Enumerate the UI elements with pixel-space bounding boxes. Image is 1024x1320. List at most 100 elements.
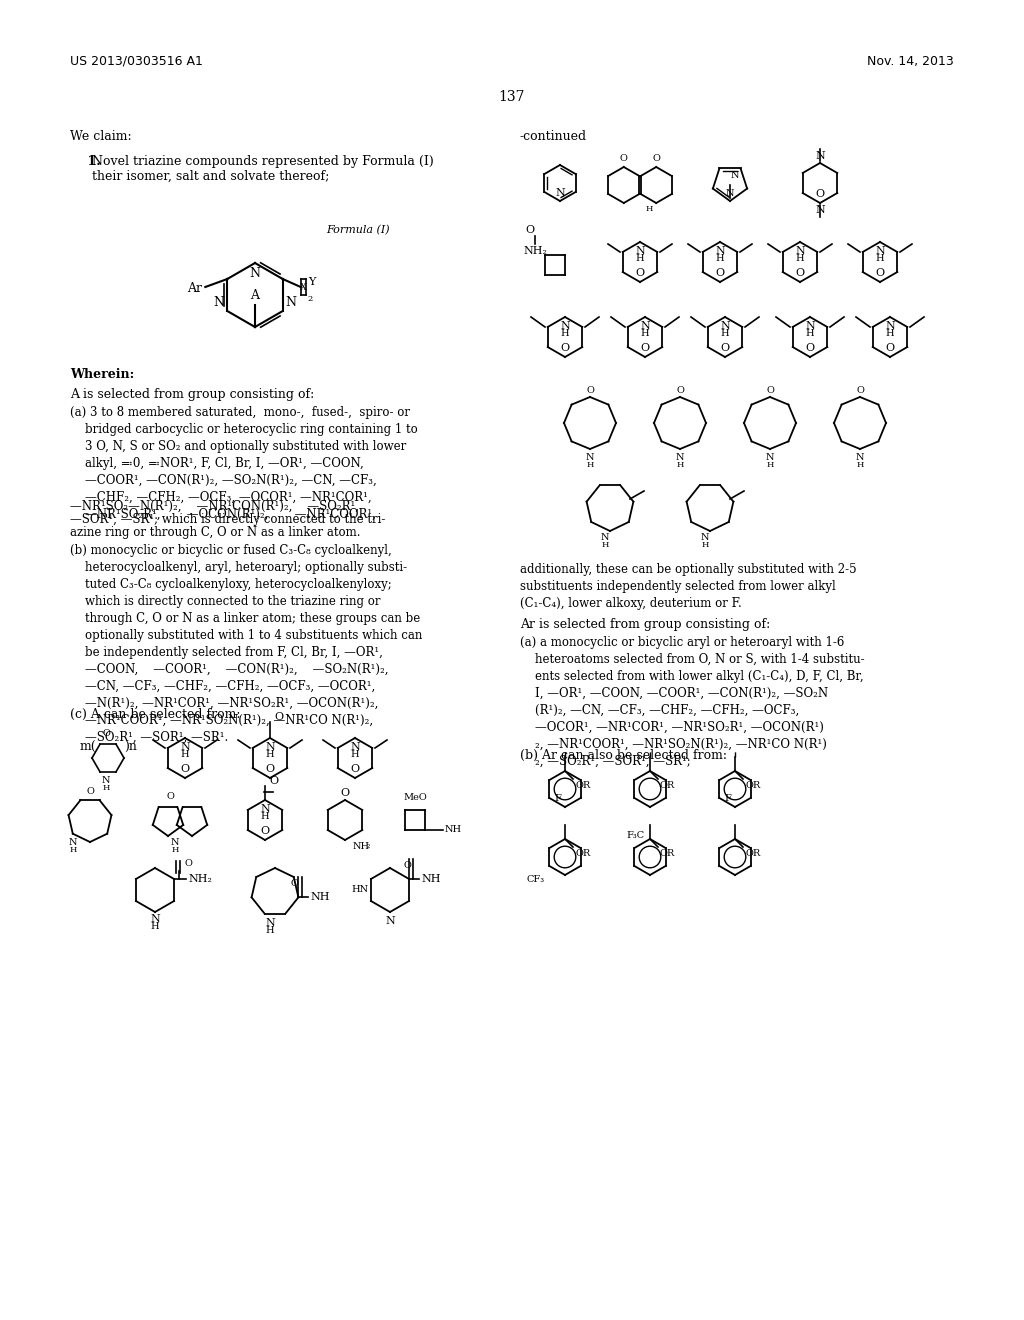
Text: -continued: -continued — [520, 129, 587, 143]
Text: O: O — [676, 385, 684, 395]
Text: —NR¹SO₂—N(R¹)₂,    —NR¹CON(R¹)₂,    —SO₂R¹,: —NR¹SO₂—N(R¹)₂, —NR¹CON(R¹)₂, —SO₂R¹, — [70, 500, 359, 513]
Text: H: H — [721, 329, 729, 338]
Text: N: N — [69, 838, 77, 847]
Text: H: H — [636, 253, 644, 263]
Text: (a) a monocyclic or bicyclic aryl or heteroaryl with 1-6
    heteroatoms selecte: (a) a monocyclic or bicyclic aryl or het… — [520, 636, 864, 768]
Text: O: O — [806, 343, 814, 352]
Text: 2: 2 — [308, 294, 313, 304]
Text: azine ring or through C, O or N as a linker atom.: azine ring or through C, O or N as a lin… — [70, 525, 360, 539]
Text: OR: OR — [660, 849, 675, 858]
Text: Novel triazine compounds represented by Formula (I)
their isomer, salt and solva: Novel triazine compounds represented by … — [92, 154, 434, 183]
Text: NH: NH — [421, 874, 440, 884]
Text: 137: 137 — [499, 90, 525, 104]
Text: O: O — [586, 385, 594, 395]
Text: N: N — [601, 533, 609, 543]
Text: OR: OR — [745, 781, 760, 789]
Text: NH₂: NH₂ — [523, 246, 547, 256]
Text: O: O — [766, 385, 774, 395]
Text: H: H — [180, 750, 189, 759]
Text: NH: NH — [310, 892, 330, 903]
Text: X: X — [300, 282, 307, 292]
Text: O: O — [525, 224, 535, 235]
Text: Ar: Ar — [187, 282, 203, 296]
Text: CF₃: CF₃ — [527, 874, 545, 883]
Text: NH: NH — [353, 842, 370, 851]
Text: N: N — [795, 246, 805, 256]
Text: N: N — [586, 453, 594, 462]
Text: )n: )n — [124, 741, 137, 754]
Text: MeO: MeO — [403, 793, 427, 803]
Text: H: H — [796, 253, 804, 263]
Text: N: N — [180, 742, 189, 752]
Text: A: A — [251, 289, 259, 302]
Text: N: N — [676, 453, 684, 462]
Text: O: O — [291, 879, 298, 888]
Text: OR: OR — [745, 849, 760, 858]
Text: O: O — [260, 826, 269, 836]
Text: H: H — [876, 253, 885, 263]
Text: O: O — [265, 764, 274, 774]
Text: Formula (I): Formula (I) — [327, 224, 390, 235]
Text: Y: Y — [308, 277, 315, 286]
Text: N: N — [885, 321, 895, 331]
Text: O: O — [856, 385, 864, 395]
Text: Ar is selected from group consisting of:: Ar is selected from group consisting of: — [520, 618, 770, 631]
Text: N: N — [213, 296, 224, 309]
Text: (a) 3 to 8 membered saturated,  mono-,  fused-,  spiro- or
    bridged carbocycl: (a) 3 to 8 membered saturated, mono-, fu… — [70, 407, 418, 521]
Text: O: O — [640, 343, 649, 352]
Text: O: O — [721, 343, 729, 352]
Text: O: O — [620, 154, 628, 162]
Text: N: N — [265, 917, 274, 928]
Text: O: O — [716, 268, 725, 279]
Text: O: O — [876, 268, 885, 279]
Text: N: N — [265, 742, 274, 752]
Text: (b) monocyclic or bicyclic or fused C₃-C₈ cycloalkenyl,
    heterocycloalkenyl, : (b) monocyclic or bicyclic or fused C₃-C… — [70, 544, 422, 744]
Text: H: H — [701, 541, 709, 549]
Text: N: N — [876, 246, 885, 256]
Text: H: H — [641, 329, 649, 338]
Text: N: N — [250, 267, 260, 280]
Text: (c) A can be selected from:: (c) A can be selected from: — [70, 708, 241, 721]
Text: O: O — [815, 189, 824, 199]
Text: O: O — [652, 154, 660, 162]
Text: N: N — [815, 150, 825, 161]
Text: H: H — [856, 461, 863, 469]
Text: O: O — [886, 343, 895, 352]
Text: N: N — [286, 296, 297, 309]
Text: F₃C: F₃C — [627, 830, 645, 840]
Text: H: H — [587, 461, 594, 469]
Text: m(: m( — [80, 741, 96, 754]
Text: HN: HN — [351, 886, 369, 895]
Text: N: N — [720, 321, 730, 331]
Text: O: O — [166, 792, 174, 801]
Text: H: H — [261, 812, 269, 821]
Text: O: O — [269, 776, 279, 785]
Text: H: H — [645, 205, 652, 213]
Text: NH: NH — [444, 825, 462, 834]
Text: US 2013/0303516 A1: US 2013/0303516 A1 — [70, 55, 203, 69]
Text: N: N — [560, 321, 570, 331]
Text: OR: OR — [575, 849, 590, 858]
Text: A is selected from group consisting of:: A is selected from group consisting of: — [70, 388, 314, 401]
Text: N: N — [715, 246, 725, 256]
Text: N: N — [700, 533, 710, 543]
Text: O: O — [86, 787, 94, 796]
Text: N: N — [766, 453, 774, 462]
Text: N: N — [171, 838, 179, 847]
Text: O: O — [636, 268, 644, 279]
Text: H: H — [265, 750, 274, 759]
Text: H: H — [676, 461, 684, 469]
Text: N: N — [805, 321, 815, 331]
Text: F: F — [724, 795, 731, 803]
Text: N: N — [260, 804, 270, 814]
Text: O: O — [350, 764, 359, 774]
Text: O: O — [560, 343, 569, 352]
Text: N: N — [635, 246, 645, 256]
Text: N: N — [640, 321, 650, 331]
Text: O: O — [184, 858, 191, 867]
Text: H: H — [601, 541, 608, 549]
Text: OR: OR — [660, 781, 675, 789]
Text: N: N — [555, 187, 565, 198]
Text: additionally, these can be optionally substituted with 2-5
substituents independ: additionally, these can be optionally su… — [520, 564, 857, 610]
Text: (b) Ar can also be selected from:: (b) Ar can also be selected from: — [520, 748, 727, 762]
